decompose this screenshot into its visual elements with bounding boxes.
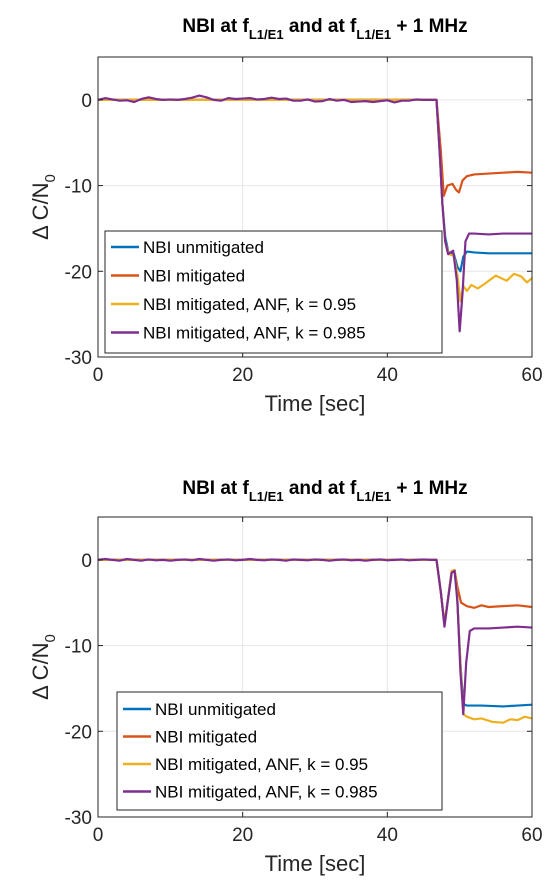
y-tick-label: -20	[65, 722, 92, 743]
y-axis-label-main: Δ C/N	[28, 642, 53, 699]
x-tick-label: 20	[232, 365, 253, 386]
x-tick-label: 20	[232, 825, 253, 846]
series-line	[97, 557, 533, 716]
axes-box	[97, 56, 533, 358]
y-axis-label: Δ C/N0	[28, 634, 59, 700]
title-part: NBI at f	[182, 478, 249, 499]
y-tick-label: 0	[81, 551, 92, 572]
x-tick-label: 60	[521, 365, 542, 386]
title-part: NBI at f	[182, 16, 249, 37]
x-axis-label: Time [sec]	[265, 391, 366, 416]
legend-label: NBI unmitigated	[155, 700, 276, 719]
title-part: and at f	[284, 16, 358, 37]
legend-label: NBI mitigated, ANF, k = 0.985	[155, 783, 378, 802]
y-tick-label: -30	[65, 808, 92, 829]
chart-title: NBI at fL1/E1 and at fL1/E1 + 1 MHz	[182, 16, 467, 42]
legend-label: NBI mitigated	[143, 267, 245, 286]
x-tick-label: 40	[377, 365, 398, 386]
legend: NBI unmitigated NBI mitigated NBI mitigate…	[116, 691, 443, 811]
y-axis-label-subscript: 0	[42, 634, 59, 642]
y-axis-label-subscript: 0	[42, 174, 59, 182]
title-part: + 1 MHz	[391, 16, 468, 37]
y-axis-label: Δ C/N0	[28, 174, 59, 240]
y-tick-label: -10	[65, 637, 92, 658]
legend: NBI unmitigated NBI mitigated NBI mitigate…	[104, 230, 443, 354]
axes-box	[97, 516, 533, 818]
legend-box	[116, 691, 443, 811]
series-line	[97, 94, 532, 333]
title-subscript: L1/E1	[356, 489, 391, 504]
title-subscript: L1/E1	[249, 27, 284, 42]
title-part: and at f	[284, 478, 358, 499]
legend-label: NBI mitigated	[155, 728, 257, 747]
x-tick-label: 40	[377, 825, 398, 846]
legend-label: NBI unmitigated	[143, 238, 264, 257]
y-tick-label: -10	[65, 177, 92, 198]
legend-box	[104, 230, 443, 354]
y-tick-label: 0	[81, 91, 92, 112]
chart-title: NBI at fL1/E1 and at fL1/E1 + 1 MHz	[182, 478, 467, 504]
x-tick-label: 0	[93, 365, 104, 386]
x-axis-label: Time [sec]	[265, 851, 366, 876]
title-subscript: L1/E1	[356, 27, 391, 42]
x-tick-label: 0	[93, 825, 104, 846]
series-line	[98, 98, 533, 197]
legend-label: NBI mitigated, ANF, k = 0.985	[143, 324, 366, 343]
title-part: + 1 MHz	[391, 478, 468, 499]
x-tick-label: 60	[521, 825, 542, 846]
y-tick-label: -30	[65, 348, 92, 369]
y-tick-label: -20	[65, 262, 92, 283]
legend-label: NBI mitigated, ANF, k = 0.95	[155, 755, 368, 774]
y-axis-label-main: Δ C/N	[28, 182, 53, 239]
legend-label: NBI mitigated, ANF, k = 0.95	[143, 295, 356, 314]
title-subscript: L1/E1	[249, 489, 284, 504]
